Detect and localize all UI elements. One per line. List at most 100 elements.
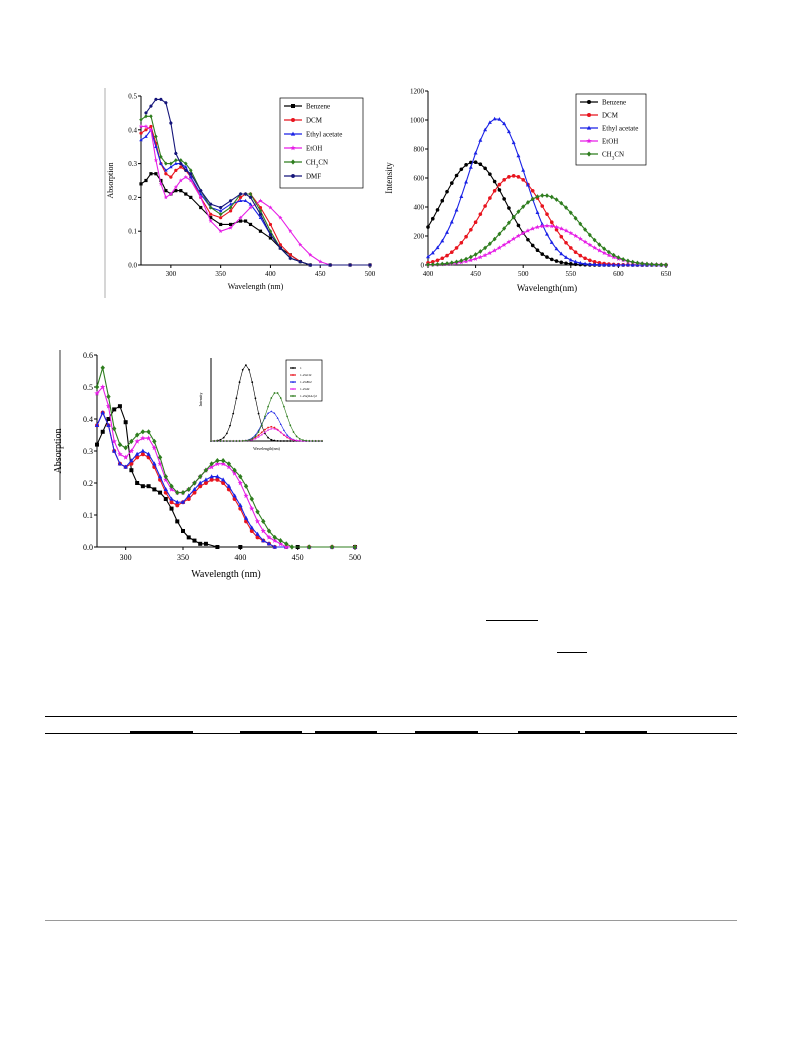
marker-triangle	[164, 168, 168, 172]
marker-circle	[229, 424, 231, 427]
marker-diamond	[487, 241, 492, 247]
marker-circle	[454, 246, 459, 250]
y-tick-label: 200	[414, 232, 425, 240]
marker-star	[563, 228, 569, 233]
marker-star	[123, 454, 129, 460]
marker-diamond	[263, 415, 266, 418]
marker-diamond	[473, 252, 478, 257]
marker-circle	[174, 168, 178, 172]
marker-circle	[135, 455, 140, 460]
marker-triangle	[606, 262, 611, 267]
series-line	[211, 428, 322, 442]
marker-triangle	[449, 219, 454, 224]
marker-diamond	[314, 439, 317, 443]
x-tick-label: 400	[265, 270, 276, 278]
marker-triangle	[564, 255, 569, 259]
table-bottom-rule	[45, 920, 737, 921]
marker-circle	[573, 262, 578, 267]
marker-circle	[516, 175, 521, 179]
marker-triangle	[621, 262, 626, 267]
y-tick-label: 0.0	[128, 261, 137, 269]
marker-star	[477, 254, 483, 260]
marker-hexagon	[154, 97, 158, 101]
series-line	[211, 411, 322, 442]
marker-diamond	[578, 221, 583, 227]
marker-circle	[244, 364, 247, 367]
marker-circle	[430, 259, 435, 264]
marker-circle	[276, 439, 279, 442]
marker-star	[592, 245, 597, 250]
marker-diamond	[169, 161, 173, 166]
marker-square	[95, 442, 99, 447]
marker-diamond	[186, 486, 191, 492]
absorption-chart-solvents: 300 350 400 450 500 0.0 0.1 0.2 0.3 0.4 0.5 Wavelen…	[104, 88, 376, 298]
marker-triangle	[559, 251, 564, 256]
marker-star	[183, 174, 188, 179]
marker-triangle	[521, 168, 526, 172]
y-tick-label: 0.4	[128, 126, 137, 134]
marker-star	[273, 427, 276, 430]
marker-circle	[497, 182, 502, 187]
marker-circle	[144, 128, 148, 132]
x-tick-label: 350	[215, 270, 226, 278]
marker-circle	[219, 438, 222, 441]
marker-star	[258, 198, 263, 203]
marker-triangle	[144, 134, 148, 138]
marker-star	[272, 537, 278, 543]
marker-circle	[564, 240, 568, 245]
marker-circle	[257, 412, 260, 415]
marker-triangle	[426, 254, 430, 259]
marker-triangle	[175, 499, 180, 504]
marker-star	[228, 225, 233, 230]
col-rule	[415, 731, 478, 733]
marker-star	[226, 464, 232, 470]
marker-star	[290, 145, 296, 151]
marker-diamond	[289, 544, 295, 550]
marker-triangle	[440, 238, 445, 243]
marker-diamond	[225, 439, 228, 443]
marker-square	[243, 219, 248, 223]
marker-diamond	[640, 261, 645, 266]
marker-diamond	[329, 544, 335, 550]
marker-square	[238, 219, 243, 223]
marker-diamond	[464, 256, 469, 262]
marker-diamond	[248, 191, 253, 197]
series-circle	[95, 410, 357, 549]
marker-diamond	[260, 424, 263, 427]
marker-square	[186, 535, 191, 540]
marker-diamond	[276, 391, 279, 395]
marker-diamond	[549, 194, 554, 200]
marker-circle	[267, 436, 269, 439]
marker-diamond	[222, 439, 225, 443]
marker-diamond	[144, 114, 148, 119]
marker-diamond	[218, 212, 223, 217]
marker-circle	[554, 228, 559, 232]
marker-triangle	[129, 458, 134, 463]
marker-circle	[203, 481, 208, 485]
marker-triangle	[272, 544, 277, 549]
marker-triangle	[218, 209, 223, 213]
marker-square	[144, 178, 148, 183]
marker-circle	[292, 367, 294, 369]
marker-square	[179, 189, 183, 193]
marker-triangle	[238, 198, 243, 203]
marker-triangle	[578, 260, 583, 265]
marker-triangle	[597, 262, 602, 267]
marker-circle	[488, 196, 492, 200]
marker-circle	[251, 381, 254, 384]
marker-star	[248, 205, 253, 210]
marker-triangle	[198, 480, 203, 485]
x-axis-label: Wavelength(nm)	[517, 283, 577, 293]
marker-diamond	[175, 490, 180, 496]
marker-diamond	[611, 252, 616, 258]
marker-hexagon	[169, 121, 173, 125]
marker-star	[318, 259, 323, 264]
marker-circle	[192, 490, 197, 495]
marker-triangle	[502, 121, 507, 126]
marker-square	[219, 222, 223, 227]
marker-circle	[454, 173, 459, 178]
marker-square	[248, 222, 253, 227]
marker-diamond	[321, 439, 323, 443]
col-rule	[315, 731, 377, 733]
marker-triangle	[215, 474, 220, 479]
